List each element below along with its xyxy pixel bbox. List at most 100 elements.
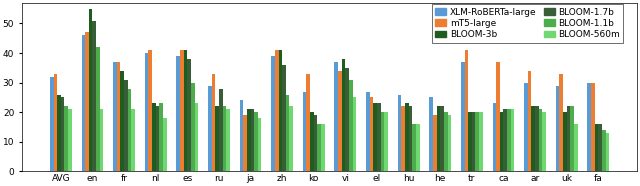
Bar <box>472 112 476 171</box>
Bar <box>239 100 243 171</box>
Bar <box>89 9 92 171</box>
Bar <box>591 83 595 171</box>
Legend: XLM-RoBERTa-large, mT5-large, BLOOM-3b, BLOOM-1.7b, BLOOM-1.1b, BLOOM-560m: XLM-RoBERTa-large, mT5-large, BLOOM-3b, … <box>432 4 623 43</box>
Bar <box>468 112 472 171</box>
Bar <box>180 50 184 171</box>
Bar <box>195 103 198 171</box>
Bar <box>433 115 436 171</box>
Bar <box>370 97 373 171</box>
Bar <box>61 97 65 171</box>
Bar <box>120 71 124 171</box>
Bar <box>148 50 152 171</box>
Bar <box>127 89 131 171</box>
Bar <box>444 112 447 171</box>
Bar <box>317 124 321 171</box>
Bar <box>188 59 191 171</box>
Bar <box>539 109 542 171</box>
Bar <box>535 106 539 171</box>
Bar <box>247 109 250 171</box>
Bar <box>429 97 433 171</box>
Bar <box>131 109 135 171</box>
Bar <box>254 112 258 171</box>
Bar <box>250 109 254 171</box>
Bar <box>113 62 116 171</box>
Bar <box>531 106 535 171</box>
Bar <box>258 118 261 171</box>
Bar <box>286 94 289 171</box>
Bar <box>524 83 528 171</box>
Bar <box>116 62 120 171</box>
Bar <box>163 118 166 171</box>
Bar <box>405 103 408 171</box>
Bar <box>219 89 223 171</box>
Bar <box>598 124 602 171</box>
Bar <box>570 106 574 171</box>
Bar <box>595 124 598 171</box>
Bar <box>278 50 282 171</box>
Bar <box>184 50 188 171</box>
Bar <box>243 115 247 171</box>
Bar <box>346 68 349 171</box>
Bar <box>124 80 127 171</box>
Bar <box>159 103 163 171</box>
Bar <box>314 115 317 171</box>
Bar <box>504 109 507 171</box>
Bar <box>303 92 307 171</box>
Bar <box>397 94 401 171</box>
Bar <box>145 53 148 171</box>
Bar <box>215 106 219 171</box>
Bar <box>152 103 156 171</box>
Bar <box>507 109 511 171</box>
Bar <box>461 62 465 171</box>
Bar <box>476 112 479 171</box>
Bar <box>602 130 605 171</box>
Bar <box>408 106 412 171</box>
Bar <box>377 103 381 171</box>
Bar <box>307 74 310 171</box>
Bar <box>92 20 96 171</box>
Bar <box>574 124 578 171</box>
Bar <box>310 112 314 171</box>
Bar <box>349 80 353 171</box>
Bar <box>65 106 68 171</box>
Bar <box>556 86 559 171</box>
Bar <box>436 106 440 171</box>
Bar <box>50 77 54 171</box>
Bar <box>289 106 293 171</box>
Bar <box>338 71 342 171</box>
Bar <box>412 124 416 171</box>
Bar <box>68 109 72 171</box>
Bar <box>96 47 100 171</box>
Bar <box>100 109 103 171</box>
Bar <box>563 112 567 171</box>
Bar <box>57 94 61 171</box>
Bar <box>542 112 546 171</box>
Bar <box>353 97 356 171</box>
Bar <box>85 32 89 171</box>
Bar <box>401 106 405 171</box>
Bar <box>528 71 531 171</box>
Bar <box>500 112 504 171</box>
Bar <box>177 56 180 171</box>
Bar <box>335 62 338 171</box>
Bar <box>416 124 420 171</box>
Bar <box>282 65 286 171</box>
Bar <box>511 109 515 171</box>
Bar <box>588 83 591 171</box>
Bar <box>208 86 212 171</box>
Bar <box>465 50 468 171</box>
Bar <box>321 124 324 171</box>
Bar <box>373 103 377 171</box>
Bar <box>275 50 278 171</box>
Bar <box>271 56 275 171</box>
Bar <box>493 103 496 171</box>
Bar <box>212 74 215 171</box>
Bar <box>223 106 226 171</box>
Bar <box>156 106 159 171</box>
Bar <box>81 35 85 171</box>
Bar <box>191 83 195 171</box>
Bar <box>384 112 388 171</box>
Bar <box>496 62 500 171</box>
Bar <box>226 109 230 171</box>
Bar <box>559 74 563 171</box>
